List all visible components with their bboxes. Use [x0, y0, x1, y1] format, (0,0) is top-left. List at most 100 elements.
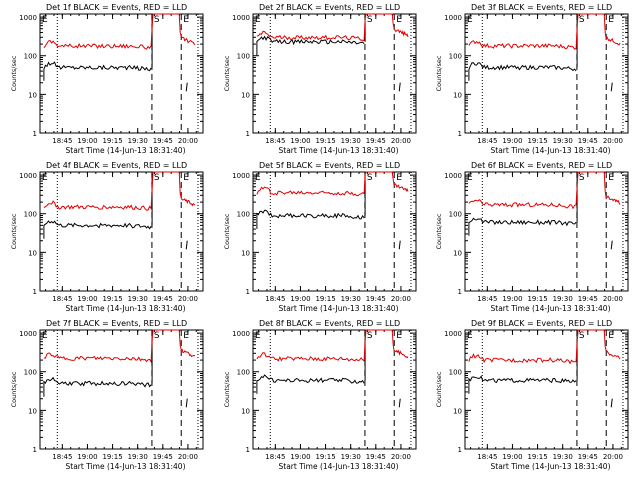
chart-title: Det 6f BLACK = Events, RED = LLD [471, 161, 612, 170]
x-axis-label: Start Time (14-Jun-13 18:31:40) [491, 304, 611, 313]
chart-title: Det 1f BLACK = Events, RED = LLD [46, 3, 187, 12]
y-tick-label: 100 [24, 369, 37, 377]
series-lld-line [468, 171, 621, 210]
chart-title: Det 8f BLACK = Events, RED = LLD [259, 319, 400, 328]
y-tick-label: 1000 [19, 330, 37, 338]
series-events-line [43, 220, 152, 239]
series-events-tail [398, 240, 401, 250]
x-tick-label: 19:00 [77, 137, 97, 145]
y-tick-label: 1000 [232, 330, 250, 338]
x-tick-label: 19:15 [102, 295, 122, 303]
x-tick-label: 18:45 [265, 295, 285, 303]
x-tick-label: 19:30 [341, 453, 361, 461]
series-lld-line [43, 13, 196, 50]
plot-frame [39, 329, 204, 450]
x-axis-label: Start Time (14-Jun-13 18:31:40) [66, 462, 186, 471]
x-tick-label: 19:45 [153, 295, 173, 303]
y-tick-label: 1000 [444, 172, 462, 180]
x-tick-label: 18:45 [477, 137, 497, 145]
chart-panel-7: Det 7f BLACK = Events, RED = LLD 1 10 100 10… [10, 319, 204, 471]
x-tick-label: 19:15 [527, 453, 547, 461]
series-events-line [43, 376, 152, 397]
y-axis-label: Counts/sec [10, 213, 18, 249]
x-tick-label: 19:30 [341, 295, 361, 303]
y-tick-label: 100 [449, 211, 462, 219]
marker-label-right: E [608, 15, 614, 25]
marker-label-right: E [183, 331, 189, 341]
plot-frame [464, 329, 629, 450]
series-lld-line [256, 329, 409, 362]
x-tick-label: 20:00 [178, 295, 198, 303]
series-events-line [256, 209, 365, 229]
marker-label-middle: S [367, 173, 373, 183]
y-tick-label: 1 [246, 446, 250, 454]
marker-label-left: E [42, 15, 48, 25]
plot-frame [39, 13, 204, 134]
x-tick-label: 19:00 [502, 137, 522, 145]
y-tick-label: 100 [449, 369, 462, 377]
y-tick-label: 1000 [232, 172, 250, 180]
x-axis-label: Start Time (14-Jun-13 18:31:40) [491, 146, 611, 155]
marker-label-middle: S [579, 15, 585, 25]
chart-title: Det 7f BLACK = Events, RED = LLD [46, 319, 187, 328]
series-lld-line [256, 171, 409, 197]
x-tick-label: 18:45 [477, 453, 497, 461]
y-tick-label: 10 [241, 91, 250, 99]
x-tick-label: 18:45 [265, 453, 285, 461]
y-axis-label: Counts/sec [435, 213, 443, 249]
marker-label-left: E [42, 331, 48, 341]
series-events-tail [610, 240, 613, 250]
marker-label-middle: S [579, 173, 585, 183]
x-tick-label: 20:00 [178, 137, 198, 145]
y-tick-label: 10 [453, 249, 462, 257]
series-events-tail [610, 82, 613, 92]
y-tick-label: 100 [24, 211, 37, 219]
x-tick-label: 19:15 [102, 453, 122, 461]
marker-label-middle: S [579, 331, 585, 341]
y-axis-label: Counts/sec [223, 371, 231, 407]
marker-label-right: E [183, 173, 189, 183]
y-tick-label: 1000 [444, 330, 462, 338]
series-lld-line [468, 13, 621, 50]
y-tick-label: 100 [237, 211, 250, 219]
x-tick-label: 20:00 [391, 453, 411, 461]
marker-label-middle: S [367, 331, 373, 341]
series-events-tail [185, 82, 188, 92]
y-tick-label: 1 [458, 288, 462, 296]
x-tick-label: 19:45 [578, 137, 598, 145]
series-events-tail [185, 240, 188, 250]
chart-panel-9: Det 9f BLACK = Events, RED = LLD 1 10 100 10… [435, 319, 629, 471]
x-tick-label: 19:45 [153, 137, 173, 145]
x-tick-label: 20:00 [178, 453, 198, 461]
x-axis-label: Start Time (14-Jun-13 18:31:40) [66, 146, 186, 155]
y-tick-label: 1 [33, 446, 37, 454]
marker-label-left: E [255, 15, 261, 25]
x-tick-label: 19:00 [502, 453, 522, 461]
x-tick-label: 18:45 [52, 453, 72, 461]
series-lld-line [43, 171, 196, 211]
y-tick-label: 100 [237, 53, 250, 61]
y-tick-label: 10 [453, 91, 462, 99]
series-events-line [468, 62, 577, 81]
x-axis-label: Start Time (14-Jun-13 18:31:40) [279, 304, 399, 313]
x-tick-label: 18:45 [265, 137, 285, 145]
x-tick-label: 19:30 [341, 137, 361, 145]
x-tick-label: 19:15 [315, 453, 335, 461]
series-events-tail [398, 398, 401, 408]
chart-panel-3: Det 3f BLACK = Events, RED = LLD 1 10 100 10… [435, 3, 629, 155]
y-axis-label: Counts/sec [223, 55, 231, 91]
x-axis-label: Start Time (14-Jun-13 18:31:40) [66, 304, 186, 313]
x-tick-label: 19:45 [153, 453, 173, 461]
y-tick-label: 1000 [19, 14, 37, 22]
x-tick-label: 19:45 [366, 137, 386, 145]
y-tick-label: 10 [28, 407, 37, 415]
x-tick-label: 19:30 [128, 137, 148, 145]
x-tick-label: 20:00 [603, 137, 623, 145]
y-tick-label: 10 [241, 249, 250, 257]
x-tick-label: 18:45 [52, 137, 72, 145]
plot-frame [464, 171, 629, 292]
series-events-line [468, 375, 577, 394]
series-events-line [256, 374, 365, 394]
series-lld-line [43, 329, 196, 364]
